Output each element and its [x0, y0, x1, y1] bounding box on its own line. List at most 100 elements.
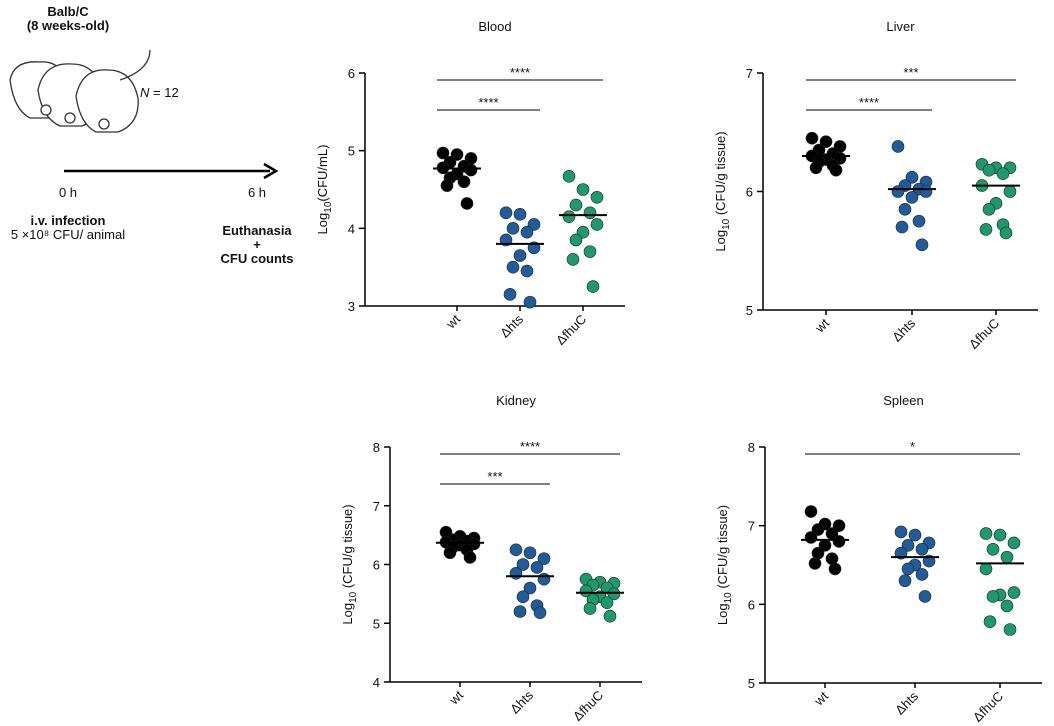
data-point: [443, 546, 457, 560]
data-point: [590, 190, 604, 204]
x-tick-label: Δhts: [889, 315, 918, 344]
data-point: [590, 218, 604, 231]
data-point: [915, 542, 929, 556]
x-tick-label: wt: [812, 315, 833, 336]
data-point: [586, 280, 600, 293]
data-point: [808, 557, 822, 570]
x-tick-label: Δhts: [892, 688, 921, 717]
data-point: [464, 163, 478, 177]
data-point: [576, 183, 590, 196]
y-tick-label: 6: [746, 185, 753, 200]
data-point: [1007, 586, 1021, 599]
x-tick-label: wt: [446, 687, 467, 708]
data-point: [908, 528, 922, 542]
data-point: [898, 202, 912, 216]
data-point: [516, 558, 530, 571]
data-point: [915, 568, 929, 581]
data-point: [905, 191, 919, 204]
data-point: [919, 185, 933, 198]
y-axis-label: Log10 (CFU/g tissue): [713, 131, 732, 251]
end-step: Euthanasia: [222, 223, 292, 238]
data-point: [566, 253, 580, 266]
significance-label: ****: [520, 439, 540, 454]
data-point: [513, 249, 527, 262]
y-tick-label: 3: [348, 299, 355, 314]
data-point: [809, 161, 823, 175]
data-point: [583, 245, 597, 258]
schematic: Balb/C (8 weeks-old) N = 12 0 h 6 h i.v.…: [9, 4, 294, 266]
data-point: [983, 615, 997, 628]
y-tick-label: 8: [748, 440, 755, 455]
x-tick-label: Δhts: [497, 311, 526, 340]
data-point: [979, 562, 993, 576]
data-point: [1007, 536, 1021, 550]
y-label-part: Log: [713, 230, 728, 252]
data-point: [533, 606, 547, 619]
y-label-sub: 10: [323, 201, 334, 213]
data-point: [537, 552, 551, 565]
data-point: [440, 179, 454, 192]
data-point: [520, 264, 534, 278]
data-point: [523, 581, 537, 595]
data-point: [832, 535, 846, 548]
y-label-part: Log: [715, 603, 730, 625]
significance-label: *: [910, 439, 915, 454]
mice-icon: [9, 49, 151, 133]
y-label-sub: 10: [348, 591, 359, 603]
data-point: [1000, 550, 1014, 564]
data-point: [1003, 623, 1017, 636]
data-point: [901, 562, 915, 576]
y-label-part: (CFU/g tissue): [713, 131, 728, 218]
data-point: [804, 531, 818, 544]
data-point: [499, 206, 513, 220]
data-point: [894, 525, 908, 539]
x-tick-label: ΔfhuC: [570, 688, 606, 724]
y-tick-label: 8: [373, 440, 380, 455]
y-tick-label: 7: [373, 499, 380, 514]
y-axis-label: Log10 (CFU/g tissue): [340, 504, 359, 624]
data-point: [530, 561, 544, 574]
y-tick-label: 4: [373, 675, 380, 690]
y-tick-label: 5: [348, 144, 355, 159]
y-label-part: (CFU/g tissue): [340, 504, 355, 591]
y-label-part: (CFU/g tissue): [715, 505, 730, 592]
dose: 5 ×10⁸ CFU/ animal: [11, 227, 125, 242]
n-value: = 12: [153, 85, 179, 100]
y-label-part: Log: [340, 603, 355, 625]
x-tick-label: Δhts: [507, 687, 536, 716]
data-point: [460, 197, 474, 210]
data-point: [905, 170, 919, 184]
data-point: [562, 210, 576, 223]
y-axis-label: Log10 (CFU/g tissue): [715, 505, 734, 625]
data-point: [523, 546, 537, 560]
data-point: [579, 584, 593, 598]
data-point: [457, 175, 471, 189]
data-point: [583, 602, 597, 615]
n-symbol: N: [140, 85, 150, 100]
y-label-part: (CFU/mL): [315, 145, 330, 202]
data-point: [999, 226, 1013, 240]
data-point: [828, 562, 842, 576]
data-point: [607, 587, 621, 601]
data-point: [509, 567, 523, 580]
chart-title: Kidney: [496, 393, 536, 408]
data-point: [993, 528, 1007, 542]
strain: Balb/C: [47, 4, 89, 19]
t1: 6 h: [248, 185, 266, 200]
chart-title: Spleen: [883, 393, 923, 408]
data-point: [912, 214, 926, 228]
data-point: [986, 590, 1000, 603]
data-point: [513, 605, 527, 618]
data-point: [583, 206, 597, 220]
data-point: [516, 590, 530, 604]
end-step: +: [253, 237, 261, 252]
data-point: [915, 238, 929, 252]
end-step: CFU counts: [221, 251, 294, 266]
y-tick-label: 6: [348, 66, 355, 81]
timeline-arrow: [263, 162, 279, 180]
chart-title: Blood: [478, 19, 511, 34]
data-point: [523, 295, 537, 309]
data-point: [520, 225, 534, 239]
data-point: [506, 222, 520, 235]
y-axis-label: Log10(CFU/mL): [315, 145, 334, 235]
